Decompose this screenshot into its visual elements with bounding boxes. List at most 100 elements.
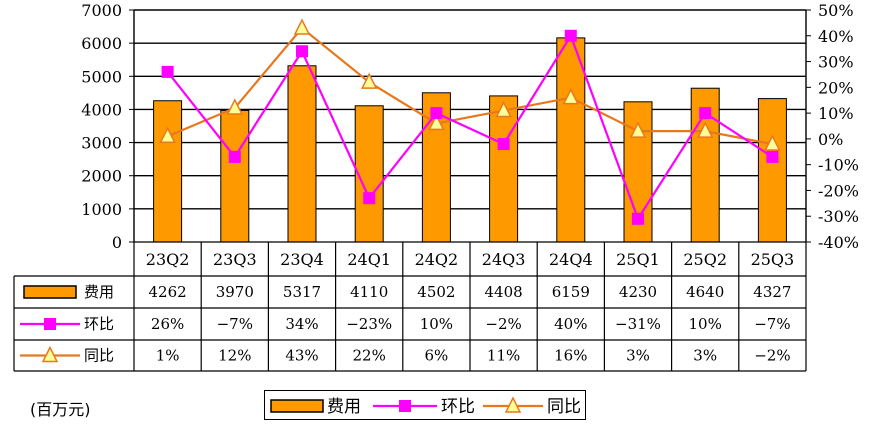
yoy-marker [629,121,647,138]
yoy-marker [226,98,244,115]
table-key-marker [44,318,56,330]
table-cell: 3% [626,347,650,365]
table-key-marker [41,345,59,363]
unit-label: (百万元) [30,400,91,419]
qoq-marker [766,150,779,163]
x-tick-label: 25Q2 [683,250,727,269]
legend-key-marker [399,400,411,412]
qoq-marker [363,192,376,205]
yoy-marker [360,72,378,89]
bar [757,98,787,243]
x-tick-label: 24Q3 [482,250,526,269]
bar [489,95,519,243]
table-cell: −7% [217,315,253,333]
table-cell: 4640 [686,283,724,301]
table-cell: −2% [754,347,790,365]
table-cell: 16% [554,347,587,365]
table-cell: 10% [420,315,453,333]
yoy-marker [495,100,512,118]
table-cell: 1% [156,347,180,365]
yoy-marker [293,18,311,35]
qoq-marker [632,212,644,225]
table-cell: −2% [485,315,521,333]
bar-series [153,37,787,243]
right-tick-label: 50% [818,1,854,20]
bar [287,65,317,243]
table-cell: 4408 [485,283,523,301]
table-cell: 12% [218,347,251,365]
yoy-line [167,26,773,146]
legend-key-bar [270,399,324,413]
right-tick-label: -20% [818,181,859,200]
left-tick-label: 5000 [81,67,122,86]
qoq-marker [497,138,510,151]
bar [354,105,384,243]
table-cell: 34% [285,315,318,333]
qoq-marker [228,150,241,163]
table-cell: 26% [151,315,184,333]
table-cell: −23% [346,315,392,333]
legend-label: 同比 [547,397,581,417]
yoy-marker [696,121,714,138]
x-tick-label: 24Q2 [415,250,459,269]
table-cell: 6159 [552,283,590,301]
qoq-marker [564,29,577,42]
qoq-marker [699,107,712,120]
table-cell: 4502 [417,283,455,301]
table-series-name: 费用 [84,283,114,301]
yoy-marker [764,134,781,151]
axes: 0 1000 2000 3000 4000 5000 6000 7000 -40% -30% -20… [81,1,859,252]
legend-label: 费用 [327,397,361,417]
right-tick-label: -30% [818,207,859,226]
legend: 费用 环比 同比 [264,390,586,420]
table-cell: 43% [285,347,318,365]
table-cell: 11% [487,347,520,365]
x-tick-label: 23Q2 [146,250,190,269]
yoy-marker [428,113,445,131]
left-tick-label: 0 [112,233,122,252]
x-tick-label: 24Q1 [347,250,391,269]
x-tick-label: 23Q4 [280,250,324,269]
table-cell: 6% [425,347,449,365]
bar [556,37,586,243]
table-cell: 4230 [619,283,657,301]
qoq-line [166,33,774,222]
table-cell: 4110 [350,283,388,301]
qoq-marker [161,65,174,78]
data-table: 23Q2 23Q3 23Q4 24Q1 24Q2 24Q3 24Q4 25Q1 25Q2 25Q3… [13,241,807,372]
yoy-marker [562,87,580,105]
left-tick-label: 3000 [81,134,122,153]
right-tick-label: -40% [818,233,859,252]
x-tick-label: 24Q4 [549,250,593,269]
left-tick-label: 4000 [81,100,122,119]
table-cell: 40% [554,315,587,333]
table-cell: 3% [693,347,717,365]
table-cell: 22% [353,347,386,365]
legend-label: 环比 [441,397,475,417]
right-tick-label: 10% [818,104,854,123]
bar [220,109,250,243]
right-tick-label: 20% [818,78,854,97]
yoy-marker [159,126,176,144]
table-series-name: 环比 [84,315,114,333]
line-series [159,18,781,225]
table-cell: 10% [689,315,722,333]
right-tick-label: -10% [818,156,859,175]
table-cell: 3970 [216,283,254,301]
table-cell: −31% [615,315,661,333]
right-tick-label: 40% [818,27,854,46]
table-cell: 4327 [753,283,791,301]
right-tick-label: 0% [818,130,843,149]
left-tick-label: 7000 [81,1,122,20]
table-cell: 4262 [149,283,187,301]
qoq-marker [430,107,443,120]
left-tick-label: 2000 [81,167,122,186]
table-key-bar [23,285,77,299]
qoq-marker [296,45,308,58]
x-tick-label: 25Q1 [616,250,660,269]
table-cell: −7% [754,315,790,333]
left-tick-label: 6000 [81,34,122,53]
table-series-name: 同比 [84,347,114,365]
bar [153,100,183,243]
